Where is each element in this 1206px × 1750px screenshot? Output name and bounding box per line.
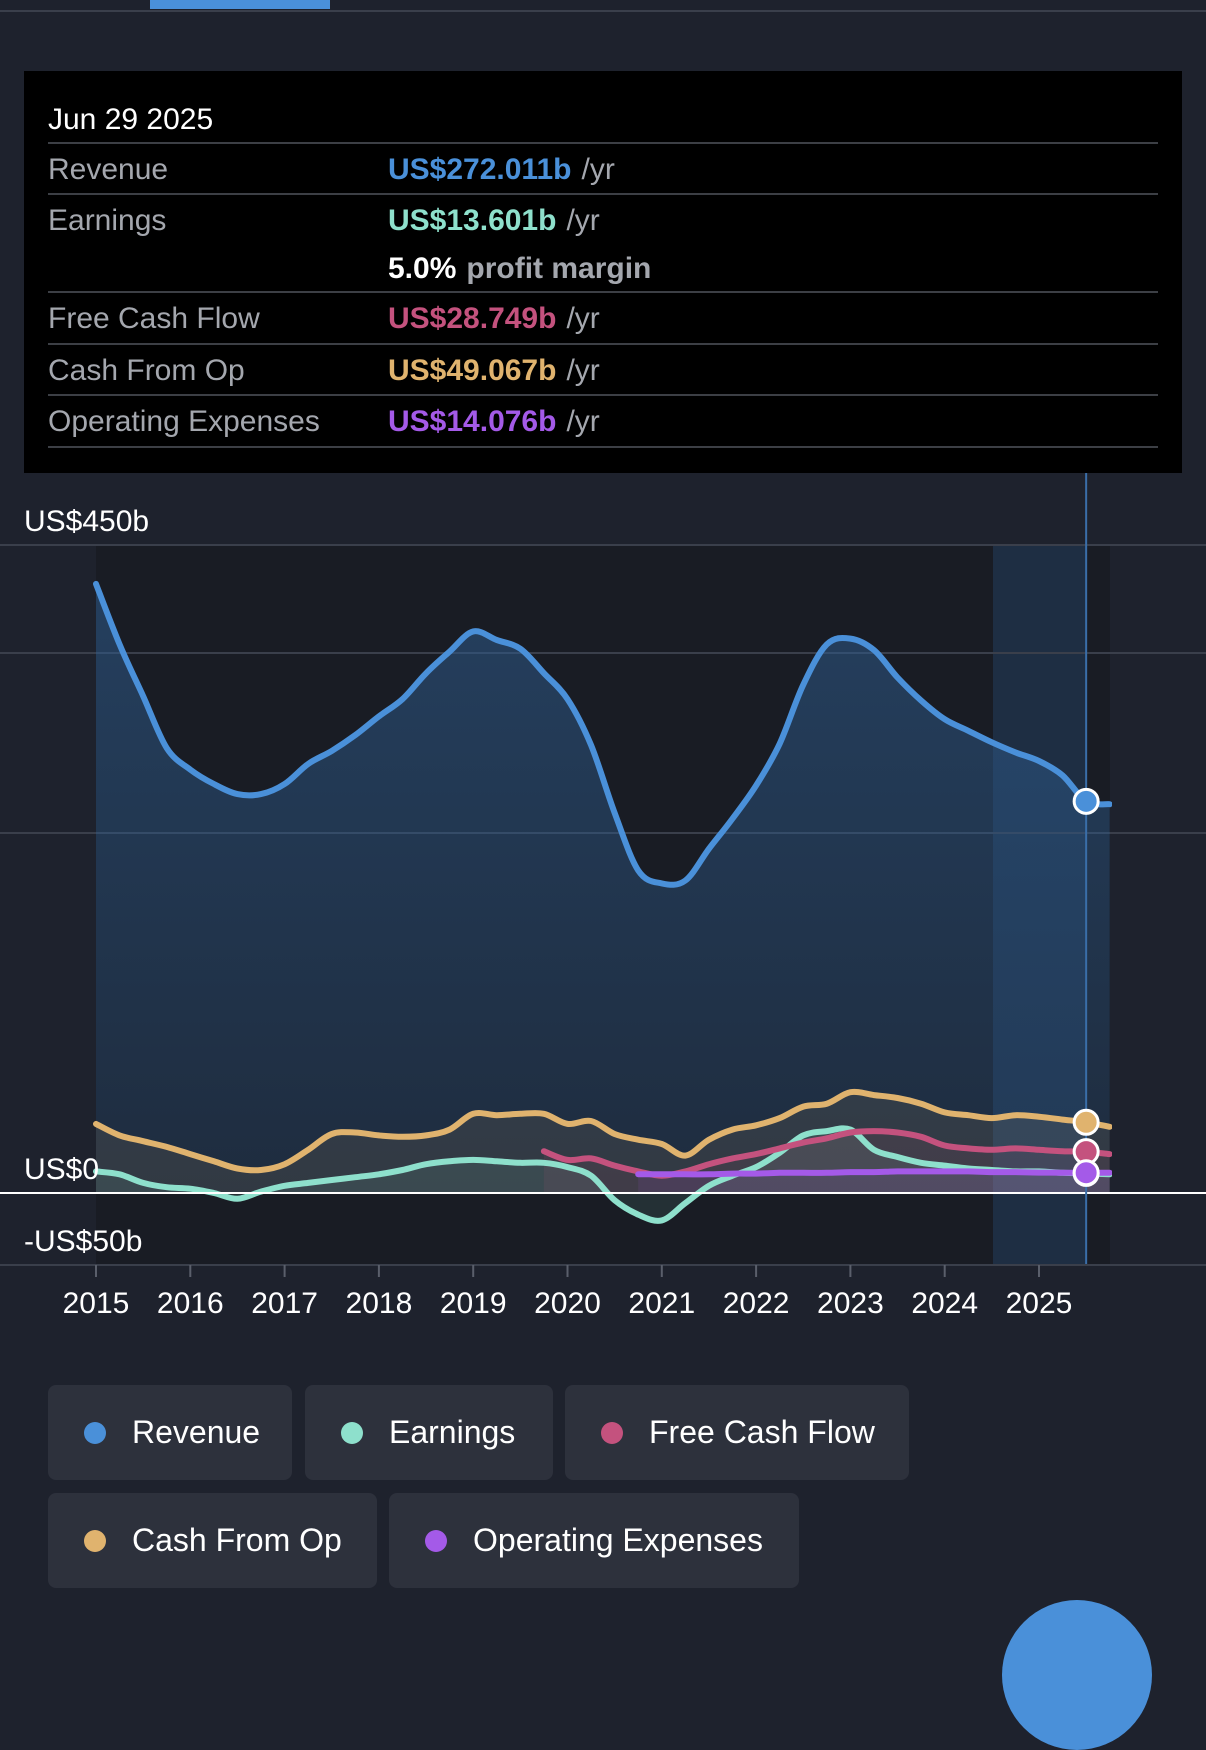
tooltip-label: Revenue bbox=[48, 153, 169, 186]
revenue-dot-icon bbox=[84, 1422, 106, 1444]
x-tick-label: 2018 bbox=[346, 1287, 413, 1320]
cash-from-op-marker[interactable] bbox=[1072, 1108, 1100, 1136]
x-tick-label: 2025 bbox=[1006, 1287, 1073, 1320]
tooltip-value: US$272.011b/yr bbox=[388, 153, 615, 187]
unit-label: /yr bbox=[566, 204, 600, 237]
legend-label: Revenue bbox=[132, 1414, 261, 1450]
legend-item-revenue[interactable]: Revenue bbox=[48, 1385, 292, 1480]
revenue-area bbox=[96, 583, 1110, 1193]
x-tick-label: 2021 bbox=[628, 1287, 695, 1320]
cash-from-op-dot-icon bbox=[84, 1530, 106, 1552]
operating-expenses-line bbox=[635, 1168, 1112, 1178]
tooltip-value: US$13.601b/yr bbox=[388, 204, 600, 238]
tooltip-divider bbox=[48, 142, 1158, 144]
earnings-dot-icon bbox=[341, 1422, 363, 1444]
y-tick-label: US$450b bbox=[24, 505, 149, 538]
legend-label: Earnings bbox=[389, 1414, 516, 1450]
highlight-markers[interactable] bbox=[1072, 787, 1100, 1187]
free-cash-flow-area bbox=[543, 1131, 1110, 1193]
unit-label: /yr bbox=[566, 302, 600, 335]
operating-expenses-marker[interactable] bbox=[1072, 1159, 1100, 1187]
tooltip-label: Free Cash Flow bbox=[48, 302, 260, 335]
operating-expenses-value: US$14.076b bbox=[388, 405, 557, 438]
earnings-area bbox=[96, 1128, 1110, 1221]
operating-expenses-area bbox=[638, 1171, 1110, 1193]
x-tick-label: 2016 bbox=[157, 1287, 224, 1320]
data-tooltip: Jun 29 2025 Revenue US$272.011b/yr Earni… bbox=[24, 71, 1182, 473]
active-tab-indicator[interactable] bbox=[150, 0, 330, 9]
floating-action-button[interactable] bbox=[1002, 1600, 1152, 1750]
legend-item-earnings[interactable]: Earnings bbox=[305, 1385, 553, 1480]
x-tick-label: 2020 bbox=[534, 1287, 601, 1320]
cash-from-op-line bbox=[93, 1088, 1112, 1174]
revenue-value: US$272.011b bbox=[388, 153, 572, 186]
x-tick-label: 2019 bbox=[440, 1287, 507, 1320]
y-tick-label: US$0 bbox=[24, 1153, 99, 1186]
tooltip-label: Earnings bbox=[48, 204, 167, 237]
tooltip-divider bbox=[48, 343, 1158, 345]
tooltip-value: US$14.076b/yr bbox=[388, 405, 600, 439]
unit-label: /yr bbox=[581, 153, 615, 186]
header-divider bbox=[0, 10, 1206, 12]
legend-item-free-cash-flow[interactable]: Free Cash Flow bbox=[565, 1385, 909, 1480]
tooltip-value: 5.0% profit margin bbox=[388, 252, 651, 286]
tooltip-divider bbox=[48, 193, 1158, 195]
legend-item-operating-expenses[interactable]: Operating Expenses bbox=[389, 1493, 799, 1588]
tooltip-value: US$28.749b/yr bbox=[388, 302, 600, 336]
legend-label: Operating Expenses bbox=[473, 1522, 763, 1558]
tooltip-label: Cash From Op bbox=[48, 354, 245, 387]
legend-item-cash-from-op[interactable]: Cash From Op bbox=[48, 1493, 377, 1588]
series-areas bbox=[96, 583, 1110, 1221]
revenue-marker[interactable] bbox=[1072, 787, 1100, 815]
x-tick-label: 2023 bbox=[817, 1287, 884, 1320]
x-tick-label: 2024 bbox=[911, 1287, 978, 1320]
tooltip-divider bbox=[48, 446, 1158, 448]
x-tick-label: 2022 bbox=[723, 1287, 790, 1320]
tooltip-value: US$49.067b/yr bbox=[388, 354, 600, 388]
x-axis: 2015 2016 2017 2018 2019 2020 2021 2022 2023 2024… bbox=[0, 1264, 1206, 1320]
y-tick-label: -US$50b bbox=[24, 1225, 142, 1258]
tooltip-divider bbox=[48, 291, 1158, 293]
unit-label: /yr bbox=[566, 354, 600, 387]
legend-label: Cash From Op bbox=[132, 1522, 342, 1558]
y-axis-labels: US$450b US$0 -US$50b bbox=[24, 505, 149, 1258]
legend-label: Free Cash Flow bbox=[649, 1414, 875, 1450]
profit-margin-label: profit margin bbox=[466, 252, 652, 285]
tooltip-label: Operating Expenses bbox=[48, 405, 320, 438]
cash-from-op-area bbox=[96, 1091, 1110, 1193]
unit-label: /yr bbox=[566, 405, 600, 438]
earnings-line bbox=[93, 1125, 1112, 1224]
cash-from-op-value: US$49.067b bbox=[388, 354, 557, 387]
operating-expenses-dot-icon bbox=[425, 1530, 447, 1552]
profit-margin-value: 5.0% bbox=[388, 252, 457, 285]
tooltip-divider bbox=[48, 394, 1158, 396]
free-cash-flow-value: US$28.749b bbox=[388, 302, 557, 335]
earnings-value: US$13.601b bbox=[388, 204, 557, 237]
x-tick-label: 2017 bbox=[251, 1287, 318, 1320]
x-tick-label: 2015 bbox=[63, 1287, 130, 1320]
series-lines bbox=[93, 580, 1112, 1224]
free-cash-flow-dot-icon bbox=[601, 1422, 623, 1444]
tooltip-date: Jun 29 2025 bbox=[48, 103, 214, 136]
revenue-line bbox=[93, 580, 1112, 888]
